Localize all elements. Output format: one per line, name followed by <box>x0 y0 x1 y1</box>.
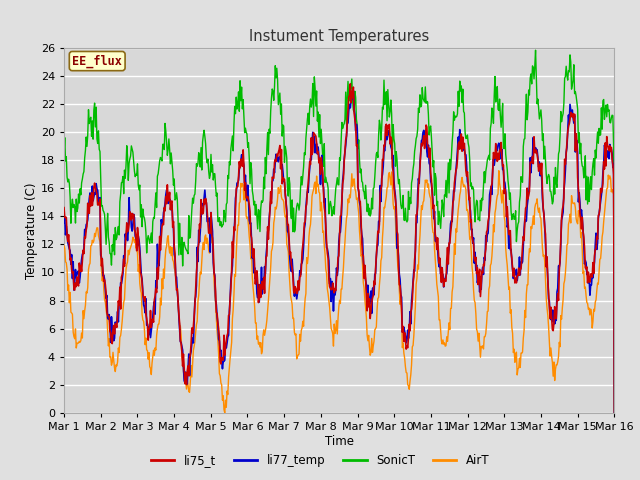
Text: EE_flux: EE_flux <box>72 54 122 68</box>
Legend: li75_t, li77_temp, SonicT, AirT: li75_t, li77_temp, SonicT, AirT <box>146 449 494 472</box>
X-axis label: Time: Time <box>324 434 354 448</box>
Title: Instument Temperatures: Instument Temperatures <box>249 29 429 44</box>
Y-axis label: Temperature (C): Temperature (C) <box>25 182 38 279</box>
